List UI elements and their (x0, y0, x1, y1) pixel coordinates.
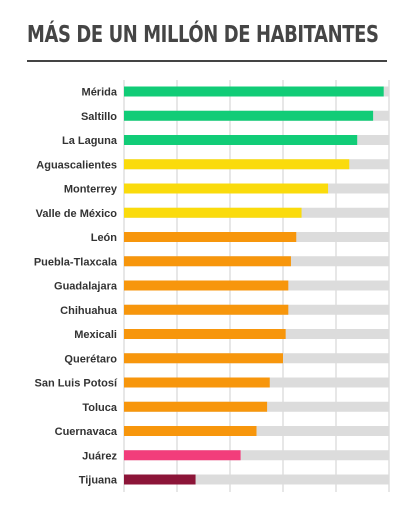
bar (124, 474, 196, 485)
category-label: Valle de México (36, 208, 118, 220)
bar-track (124, 474, 389, 485)
bar (124, 256, 291, 267)
bar (124, 280, 289, 291)
category-label: Querétaro (64, 353, 117, 365)
bar (124, 207, 302, 218)
bar (124, 86, 384, 97)
category-label: Chihuahua (60, 305, 118, 317)
category-label: Tijuana (79, 475, 118, 487)
bar (124, 426, 257, 436)
bar (124, 304, 289, 315)
category-label: Mérida (82, 87, 118, 99)
category-label: Toluca (82, 402, 118, 414)
bar (124, 329, 286, 339)
category-label: Cuernavaca (55, 426, 118, 438)
chart-title: MÁS DE UN MILLÓN DE HABITANTES (27, 22, 379, 48)
category-label: Juárez (82, 450, 117, 462)
bar (124, 159, 350, 170)
category-label: Aguascalientes (36, 159, 117, 171)
category-label: Guadalajara (54, 281, 118, 293)
bar (124, 183, 329, 194)
bar (124, 401, 268, 412)
category-label: León (91, 232, 118, 244)
bar (124, 232, 297, 242)
bar (124, 377, 270, 388)
bar (124, 450, 241, 461)
bar-track (124, 450, 389, 461)
category-label: Puebla-Tlaxcala (34, 256, 118, 268)
category-label: La Laguna (62, 135, 118, 147)
category-label: Monterrey (64, 184, 118, 196)
title-rule (27, 60, 387, 62)
bar (124, 110, 374, 121)
category-label: Saltillo (81, 111, 117, 123)
bar (124, 135, 358, 145)
bar (124, 353, 283, 364)
category-label: San Luis Potosí (34, 378, 117, 390)
category-label: Mexicali (74, 329, 117, 341)
